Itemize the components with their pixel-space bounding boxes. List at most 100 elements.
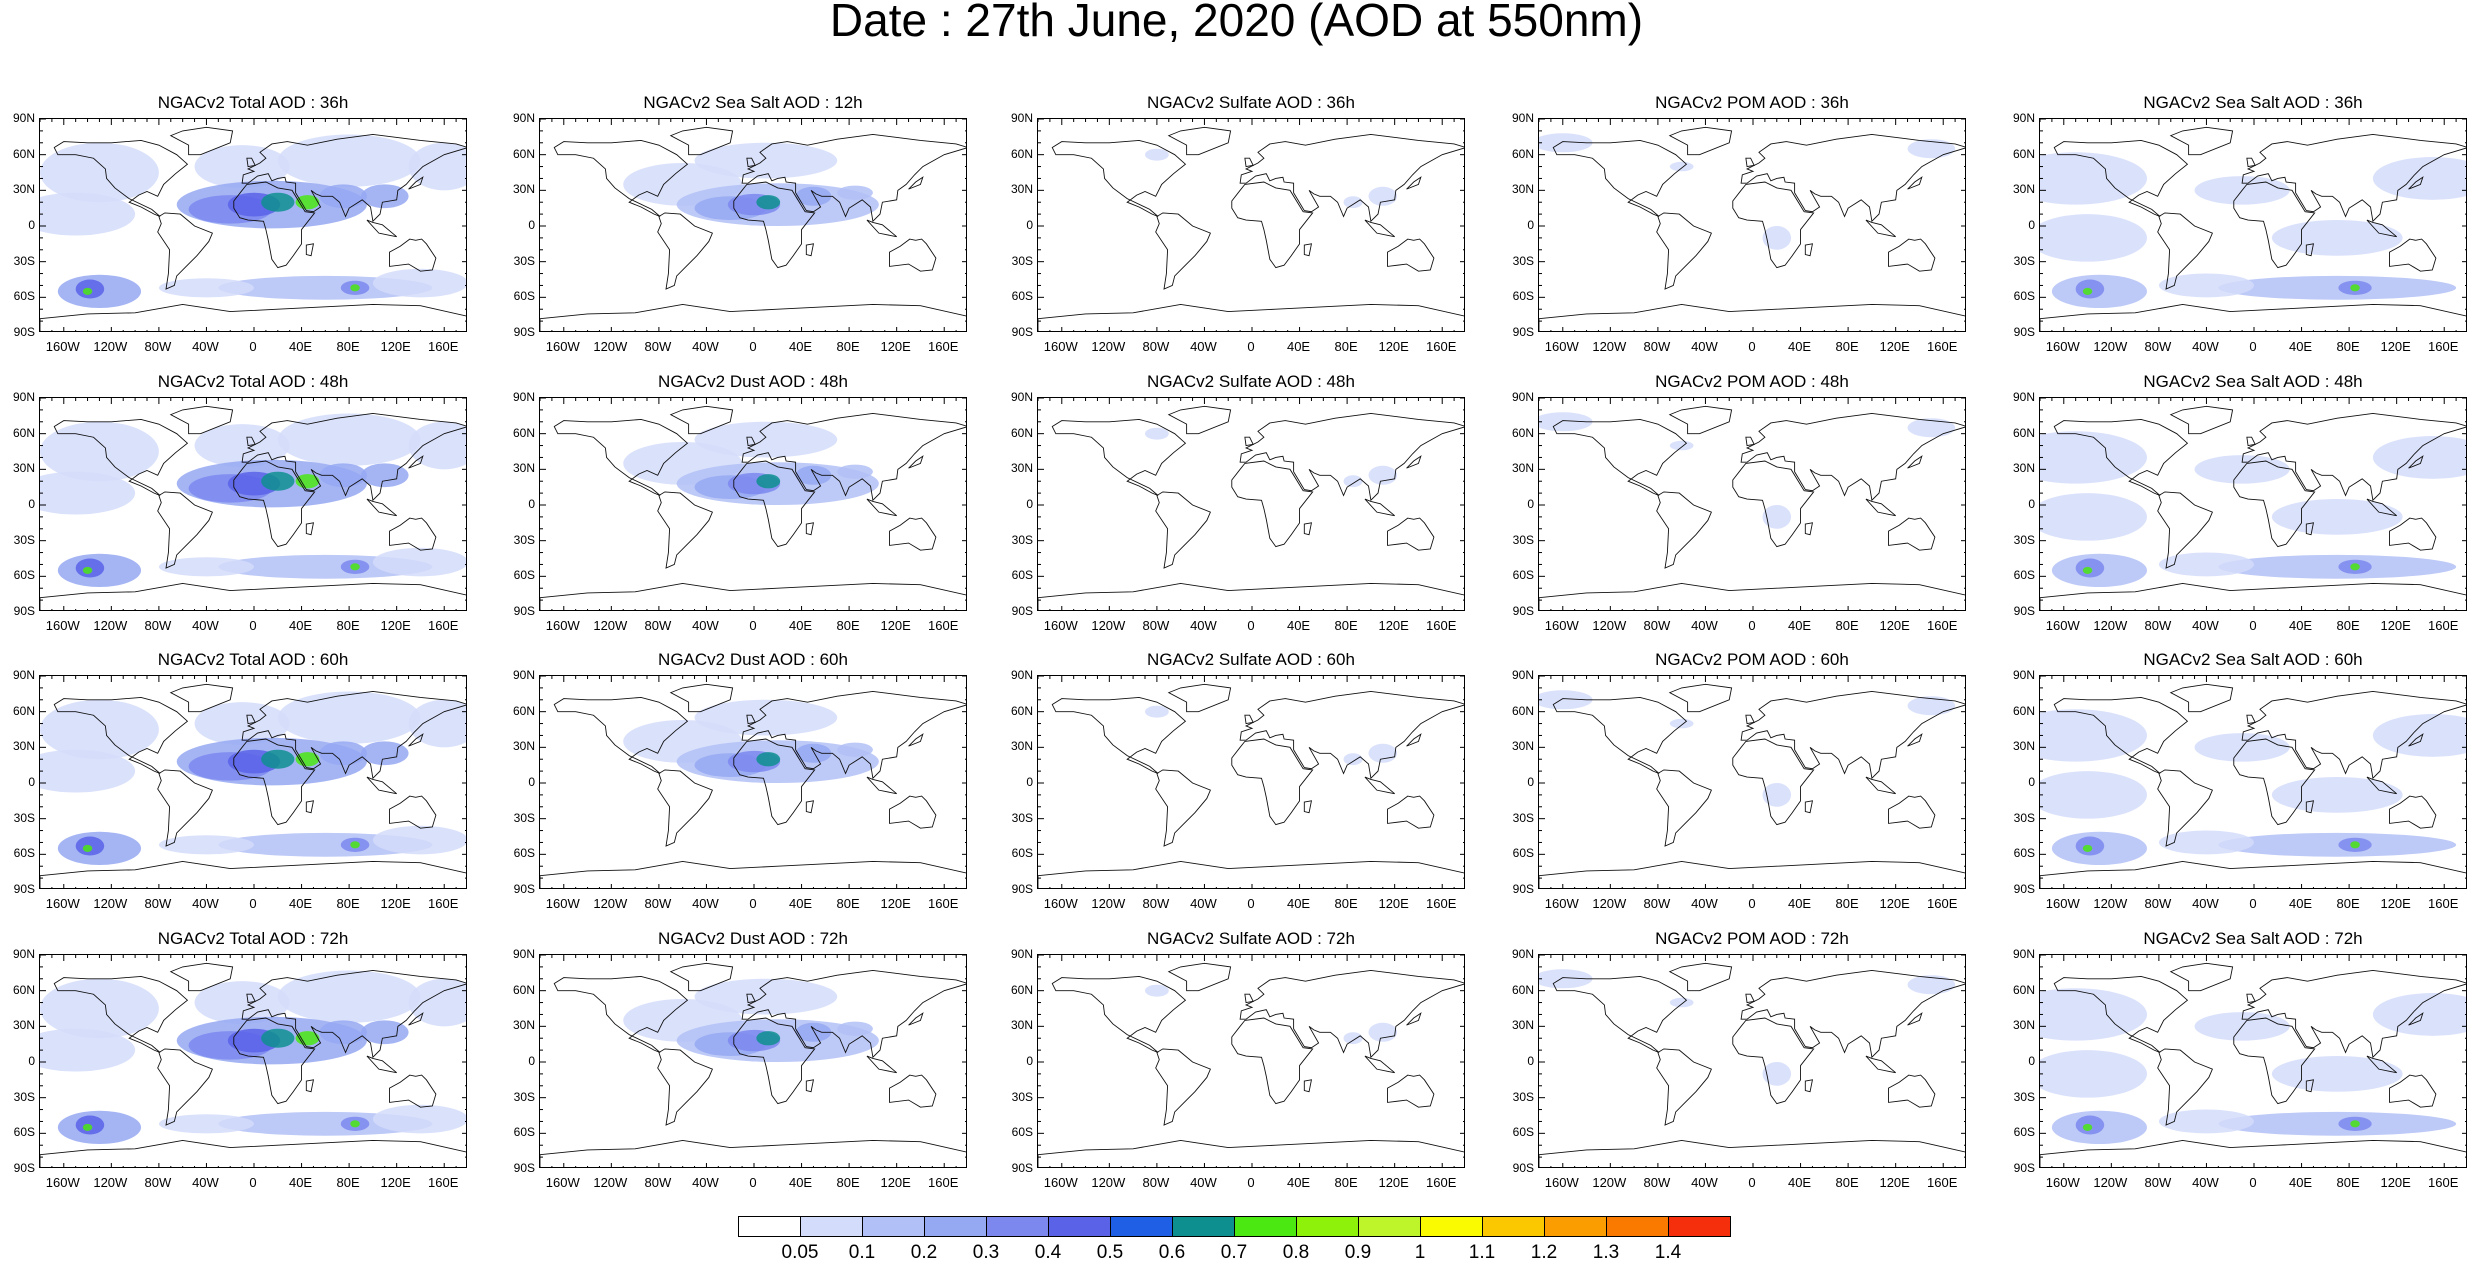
coastline <box>305 522 315 536</box>
lon-label: 80E <box>1835 1175 1859 1190</box>
aod-plume <box>1145 148 1169 161</box>
lat-label: 0 <box>1026 775 1033 789</box>
lon-label: 160E <box>2428 1175 2459 1190</box>
lat-label: 90S <box>513 604 535 618</box>
lon-label: 120W <box>593 896 628 911</box>
lat-label: 60N <box>1010 146 1033 161</box>
coastline <box>1552 139 1688 217</box>
panel-title: NGACv2 Dust AOD : 48h <box>658 372 848 391</box>
aod-plume <box>350 841 360 849</box>
lat-label: 90S <box>513 325 535 339</box>
lat-label: 30S <box>13 1089 35 1104</box>
coastline <box>1051 139 1187 217</box>
aod-plume <box>2350 1120 2360 1128</box>
coastline <box>2366 498 2397 517</box>
map-panel: NGACv2 POM AOD : 48h 90N 60N 30N 0 30S 60S 90S 1… <box>1498 369 1986 643</box>
coastline <box>2157 212 2213 290</box>
coastline <box>741 691 966 780</box>
aod-plume <box>261 192 295 212</box>
aod-plume <box>1343 196 1363 209</box>
aod-plume <box>319 1020 367 1045</box>
lat-label: 30N <box>12 1018 35 1033</box>
aod-plume <box>1145 705 1169 718</box>
lat-label: 90S <box>513 882 535 896</box>
coastline <box>866 498 897 517</box>
lon-label: 120W <box>593 339 628 354</box>
coastline <box>1239 970 1464 1059</box>
colorbar-label: 0.6 <box>1158 1242 1186 1263</box>
aod-plume <box>2218 1111 2457 1136</box>
coastline <box>53 696 189 774</box>
lon-label: 80E <box>2336 1175 2360 1190</box>
lat-label: 60N <box>2012 425 2035 440</box>
coastline <box>2241 134 2466 223</box>
panel-title: NGACv2 Sulfate AOD : 36h <box>1147 93 1355 112</box>
lon-label: 80W <box>1142 618 1170 633</box>
colorbar-label: 0.4 <box>1034 1242 1062 1263</box>
lat-label: 90N <box>1010 390 1033 404</box>
coastline <box>1865 1055 1896 1074</box>
coastline <box>553 696 689 774</box>
lat-label: 60S <box>513 1125 535 1140</box>
aod-plume <box>1907 139 1956 159</box>
lat-label: 30S <box>1011 253 1033 268</box>
colorbar-label: 0.1 <box>848 1242 876 1263</box>
coastline <box>2389 238 2437 272</box>
lon-label: 0 <box>249 1175 257 1190</box>
coastline <box>1364 1055 1395 1074</box>
lat-label: 60N <box>2012 146 2035 161</box>
lat-label: 60N <box>12 425 35 440</box>
lat-label: 90N <box>512 390 535 404</box>
aod-plume <box>756 474 781 489</box>
aod-plume <box>2082 566 2093 574</box>
lat-label: 60S <box>2013 1125 2035 1140</box>
lon-label: 160W <box>1544 618 1579 633</box>
lon-label: 160W <box>545 339 580 354</box>
lon-label: 80E <box>1334 1175 1358 1190</box>
lat-label: 60N <box>1010 425 1033 440</box>
aod-map <box>1038 119 1464 331</box>
aod-plume <box>756 752 781 767</box>
aod-plume <box>2040 1050 2147 1098</box>
lon-label: 40W <box>692 896 719 911</box>
aod-plume <box>2372 436 2466 479</box>
aod-plume <box>2350 841 2360 849</box>
lon-label: 120W <box>1592 896 1627 911</box>
lat-label: 30S <box>13 810 35 825</box>
colorbar-swatch <box>1234 1216 1297 1237</box>
coastline <box>2241 691 2466 780</box>
coastline <box>241 691 466 780</box>
aod-plume <box>795 186 832 206</box>
lat-label: 90S <box>1011 1161 1033 1175</box>
lon-label: 160W <box>545 896 580 911</box>
map-panel: NGACv2 Sulfate AOD : 48h 90N 60N 30N 0 30S 60S… <box>997 369 1485 643</box>
lat-label: 60N <box>1511 982 1534 997</box>
lon-label: 40W <box>2192 896 2219 911</box>
lon-label: 80W <box>1142 896 1170 911</box>
map-panel: NGACv2 Total AOD : 72h 90N 60N 30N 0 30S 60S 90… <box>0 926 487 1200</box>
lat-label: 60N <box>512 982 535 997</box>
aod-plume <box>2350 284 2360 292</box>
coastline <box>1303 800 1313 814</box>
lat-label: 60S <box>513 289 535 304</box>
coastline <box>157 491 213 569</box>
aod-plume <box>408 421 466 470</box>
lat-label: 30N <box>512 1018 535 1033</box>
colorbar-swatch <box>986 1216 1049 1237</box>
coastline <box>241 413 466 502</box>
lon-label: 160E <box>428 896 459 911</box>
lat-label: 60S <box>13 1125 35 1140</box>
coastline <box>2169 683 2234 713</box>
lon-label: 160E <box>1426 339 1457 354</box>
lat-label: 0 <box>28 1054 35 1068</box>
coastline <box>169 962 234 992</box>
lat-label: 60S <box>2013 568 2035 583</box>
lon-label: 80W <box>144 618 172 633</box>
aod-plume <box>372 1104 466 1134</box>
map-panel: NGACv2 Dust AOD : 48h 90N 60N 30N 0 30S 60S 90S… <box>499 369 987 643</box>
coastline <box>305 243 315 257</box>
lon-label: 120W <box>1592 618 1627 633</box>
lon-label: 120W <box>1592 1175 1627 1190</box>
lat-label: 30N <box>12 461 35 476</box>
coastline <box>1244 714 1254 725</box>
